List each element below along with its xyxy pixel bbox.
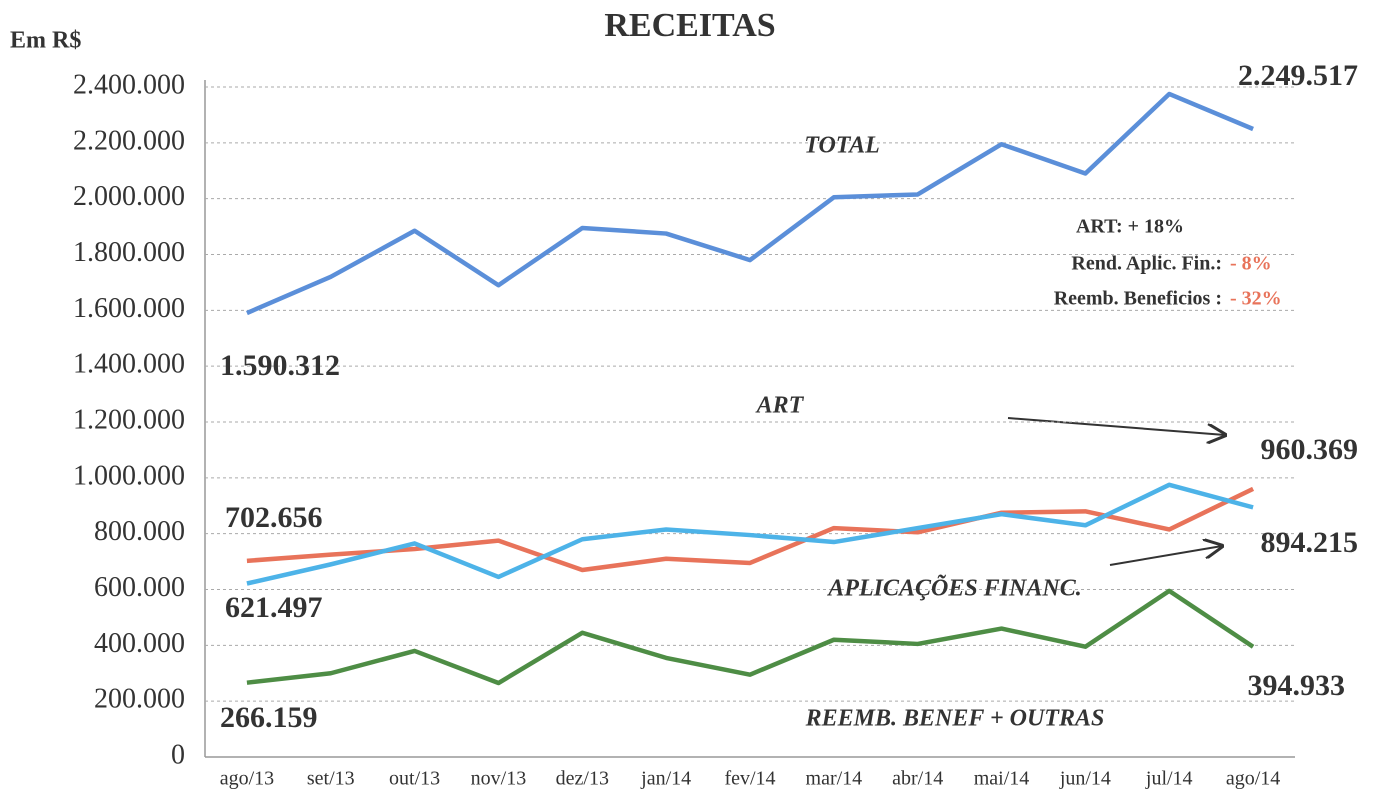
- x-tick-label: jun/14: [1059, 768, 1111, 790]
- chart-title: RECEITAS: [604, 7, 775, 44]
- x-tick-label: dez/13: [556, 768, 609, 790]
- x-tick-label: set/13: [307, 768, 355, 790]
- annotation-change: - 8%: [1230, 253, 1272, 275]
- annotation: Rend. Aplic. Fin.:: [1071, 253, 1222, 275]
- data-label: 266.159: [220, 701, 318, 734]
- x-tick-label: abr/14: [892, 768, 943, 790]
- y-tick-label: 1.000.000: [73, 460, 185, 491]
- x-tick-label: mai/14: [974, 768, 1030, 790]
- arrow: [1109, 546, 1222, 566]
- data-label: 2.249.517: [1238, 59, 1358, 92]
- annotation: Reemb. Beneficios :: [1054, 288, 1222, 310]
- data-label: 621.497: [225, 591, 323, 624]
- line-series: [246, 91, 1254, 316]
- y-tick-label: 200.000: [94, 684, 185, 715]
- data-label: 702.656: [225, 501, 323, 534]
- line-series: [246, 588, 1255, 686]
- y-tick-label: 1.800.000: [73, 237, 185, 268]
- x-tick-label: jul/14: [1145, 768, 1193, 790]
- data-label: 894.215: [1261, 526, 1359, 559]
- series-label: APLICAÇÕES FINANC.: [826, 576, 1081, 602]
- line-series: [246, 486, 1255, 573]
- series-label: ART: [755, 393, 805, 419]
- line-series: [246, 482, 1254, 586]
- x-tick-label: fev/14: [724, 768, 775, 790]
- data-label: 394.933: [1248, 669, 1346, 702]
- x-tick-label: out/13: [389, 768, 440, 790]
- x-tick-label: nov/13: [471, 768, 527, 790]
- y-tick-label: 2.000.000: [73, 181, 185, 212]
- y-tick-label: 1.200.000: [73, 404, 185, 435]
- y-tick-label: 2.200.000: [73, 125, 185, 156]
- x-tick-label: mar/14: [806, 768, 863, 790]
- x-tick-label: ago/14: [1226, 768, 1280, 790]
- annotation: ART: + 18%: [1076, 216, 1184, 238]
- data-label: 1.590.312: [220, 349, 340, 382]
- y-axis-label: Em R$: [10, 28, 81, 54]
- y-tick-label: 800.000: [94, 516, 185, 547]
- y-tick-label: 0: [171, 739, 185, 770]
- x-tick-label: ago/13: [220, 768, 274, 790]
- y-tick-label: 2.400.000: [73, 69, 185, 100]
- y-tick-label: 1.600.000: [73, 293, 185, 324]
- y-tick-label: 400.000: [94, 628, 185, 659]
- arrow: [1007, 417, 1225, 435]
- series-label: TOTAL: [804, 133, 880, 159]
- data-label: 960.369: [1261, 433, 1359, 466]
- y-tick-label: 1.400.000: [73, 349, 185, 380]
- series-label: REEMB. BENEF + OUTRAS: [805, 706, 1105, 732]
- y-tick-label: 600.000: [94, 572, 185, 603]
- annotation-change: - 32%: [1230, 288, 1282, 310]
- x-tick-label: jan/14: [640, 768, 691, 790]
